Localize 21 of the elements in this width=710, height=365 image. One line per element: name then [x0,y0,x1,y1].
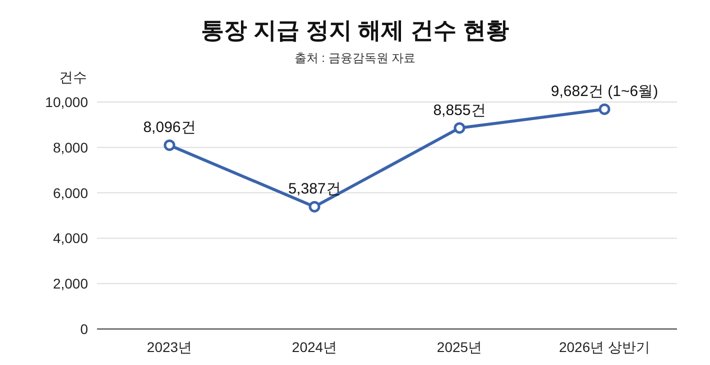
y-tick-label: 8,000 [52,139,88,156]
y-tick-label: 0 [80,321,88,337]
point [454,122,466,134]
y-tick-label: 4,000 [52,230,88,246]
chart-title: 통장 지급 정지 해제 건수 현황 [201,17,509,43]
point [598,103,610,115]
x-tick-label: 2026년 상반기 [558,339,650,355]
data-label: 9,682건 (1~6월) [550,83,658,100]
point [164,139,176,151]
point [308,200,320,212]
x-tick-label: 2025년 [436,339,482,355]
data-label: 5,387건 [288,180,341,198]
x-tick-label: 2024년 [292,339,338,355]
y-tick-label: 10,000 [45,94,88,110]
data-label: 8,096건 [143,119,196,136]
y-axis-title: 건수 [59,69,87,85]
y-tick-label: 6,000 [52,184,88,201]
y-tick-label: 2,000 [52,276,88,292]
x-tick-label: 2023년 [146,339,192,355]
chart-subtitle: 출처 : 금융감독원 자료 [294,51,416,65]
data-label: 8,855건 [433,102,486,119]
